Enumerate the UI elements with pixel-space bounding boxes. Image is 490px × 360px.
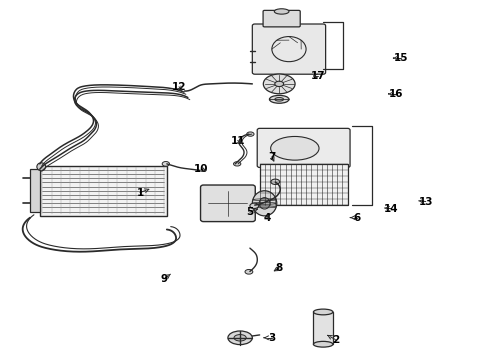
Text: 6: 6 xyxy=(354,213,361,222)
FancyBboxPatch shape xyxy=(257,129,350,167)
FancyBboxPatch shape xyxy=(200,185,255,222)
Ellipse shape xyxy=(270,95,289,103)
Text: 10: 10 xyxy=(194,164,208,174)
Bar xyxy=(314,312,333,344)
Bar xyxy=(30,169,40,212)
Ellipse shape xyxy=(228,331,252,345)
Ellipse shape xyxy=(234,162,241,166)
Ellipse shape xyxy=(270,136,319,160)
Ellipse shape xyxy=(271,179,280,184)
Ellipse shape xyxy=(245,270,253,274)
Ellipse shape xyxy=(274,9,289,14)
Text: 8: 8 xyxy=(275,263,283,273)
Text: 7: 7 xyxy=(268,152,275,162)
Ellipse shape xyxy=(250,203,259,208)
Text: 2: 2 xyxy=(332,334,339,345)
Text: 17: 17 xyxy=(311,71,325,81)
Text: 5: 5 xyxy=(246,207,253,217)
Bar xyxy=(40,166,167,216)
Ellipse shape xyxy=(314,309,333,315)
Text: 15: 15 xyxy=(394,53,409,63)
Ellipse shape xyxy=(259,198,270,209)
Ellipse shape xyxy=(246,132,254,136)
Ellipse shape xyxy=(263,74,295,94)
Text: 4: 4 xyxy=(263,213,270,222)
Ellipse shape xyxy=(275,98,284,101)
Text: 9: 9 xyxy=(161,274,168,284)
Ellipse shape xyxy=(37,163,46,171)
FancyBboxPatch shape xyxy=(263,10,300,27)
Ellipse shape xyxy=(162,162,170,166)
Ellipse shape xyxy=(275,81,284,87)
Text: 14: 14 xyxy=(384,204,399,214)
Ellipse shape xyxy=(252,191,277,216)
Text: 1: 1 xyxy=(136,188,144,198)
Text: 12: 12 xyxy=(172,82,186,92)
Text: 13: 13 xyxy=(418,197,433,207)
Ellipse shape xyxy=(234,334,246,341)
Text: 3: 3 xyxy=(268,333,275,343)
Text: 11: 11 xyxy=(230,136,245,145)
FancyBboxPatch shape xyxy=(252,24,326,74)
Text: 16: 16 xyxy=(389,89,404,99)
Bar xyxy=(260,164,347,205)
Ellipse shape xyxy=(314,341,333,347)
